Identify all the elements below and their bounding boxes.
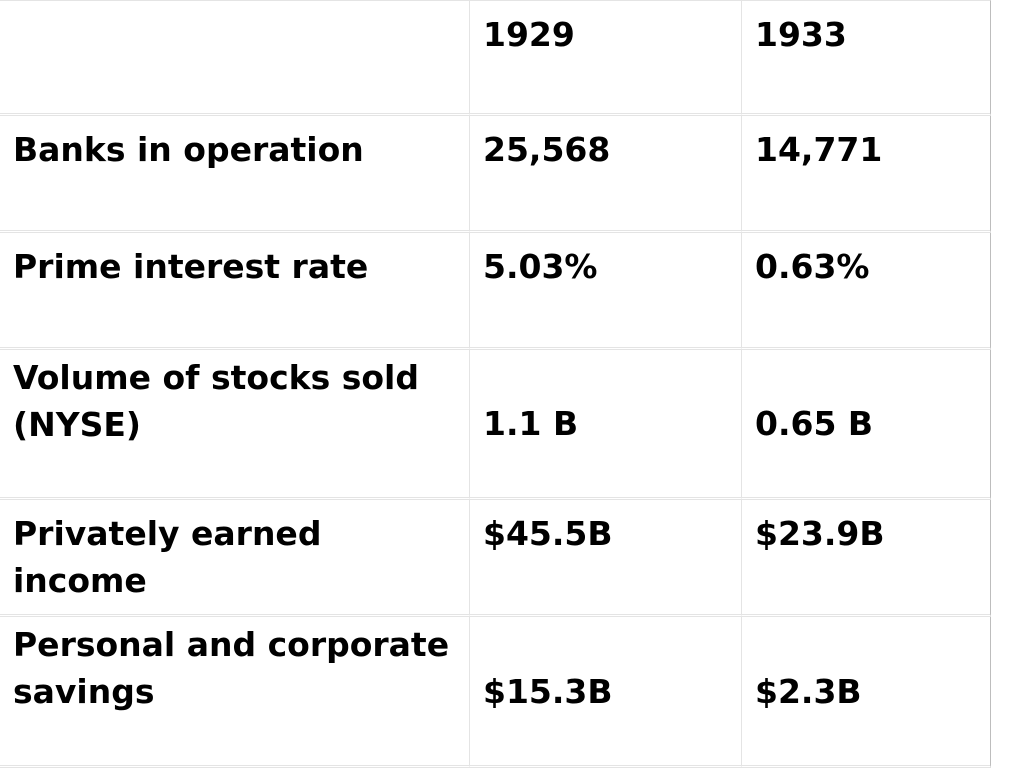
header-cell (0, 0, 470, 116)
header-cell: 1933 (742, 0, 991, 116)
data-table: 1929 1933 Banks in operation 25,568 14,771 Pr… (0, 0, 991, 768)
table-cell: Prime interest rate (0, 233, 470, 350)
table-cell: $2.3B (742, 617, 991, 768)
table-row: 1929 1933 (0, 0, 991, 116)
table-cell: 0.65 B (742, 350, 991, 500)
table-cell: Privately earned income (0, 500, 470, 617)
table-cell: Banks in operation (0, 116, 470, 233)
table-cell: 14,771 (742, 116, 991, 233)
table-row: Banks in operation 25,568 14,771 (0, 116, 991, 233)
table-row: Volume of stocks sold (NYSE) 1.1 B 0.65 B (0, 350, 991, 500)
table-row: Personal and corporate savings $15.3B $2.3… (0, 617, 991, 768)
table-cell: 25,568 (470, 116, 742, 233)
table-cell: 1.1 B (470, 350, 742, 500)
header-cell: 1929 (470, 0, 742, 116)
table-cell: $23.9B (742, 500, 991, 617)
table-cell: $45.5B (470, 500, 742, 617)
table-cell: Personal and corporate savings (0, 617, 470, 768)
table-row: Prime interest rate 5.03% 0.63% (0, 233, 991, 350)
table-row: Privately earned income $45.5B $23.9B (0, 500, 991, 617)
table-cell: Volume of stocks sold (NYSE) (0, 350, 470, 500)
table-cell: $15.3B (470, 617, 742, 768)
table-cell: 0.63% (742, 233, 991, 350)
table-cell: 5.03% (470, 233, 742, 350)
